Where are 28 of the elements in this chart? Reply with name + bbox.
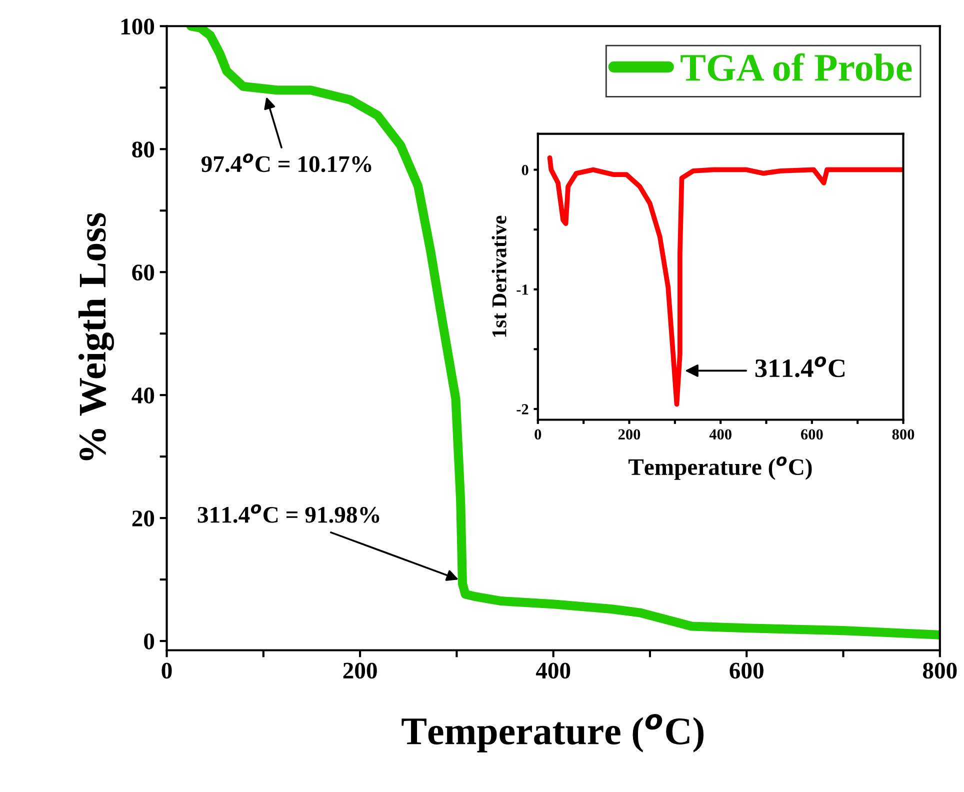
annotation: 311.4$^{o}$C = 91.98% xyxy=(198,504,380,523)
y-tick-label: 100 xyxy=(121,18,154,35)
x-axis-title: Temperature ($^{o}$C) xyxy=(628,456,812,480)
x-tick-label: 400 xyxy=(709,429,732,440)
legend-label: TGA of Probe xyxy=(680,53,912,81)
x-tick-label: 600 xyxy=(730,662,764,679)
x-tick-label: 400 xyxy=(536,662,570,679)
x-tick-label: 200 xyxy=(343,662,377,679)
y-tick-label: 80 xyxy=(132,142,154,158)
x-tick-label: 800 xyxy=(922,662,957,679)
x-tick-label: 800 xyxy=(892,429,914,440)
annotation: 311.4$^{o}$C xyxy=(755,356,844,378)
y-axis-title: % Weigth Loss xyxy=(78,213,114,460)
x-tick-label: 0 xyxy=(534,429,542,440)
line-series xyxy=(547,155,904,407)
x-tick-label: 600 xyxy=(800,429,823,440)
y-tick-label: -2 xyxy=(516,404,528,414)
y-tick-label: 0 xyxy=(144,634,154,650)
annotation: 97.4$^{o}$C = 10.17% xyxy=(201,154,372,172)
y-tick-label: 60 xyxy=(132,264,154,281)
y-tick-label: -1 xyxy=(516,284,528,295)
x-tick-label: 200 xyxy=(618,429,640,440)
y-axis-title: 1st Derivative xyxy=(492,216,506,337)
y-tick-label: 40 xyxy=(132,388,154,404)
x-tick-label: 0 xyxy=(162,662,172,679)
y-tick-label: 20 xyxy=(132,510,154,526)
x-axis-title: Temperature ($^{o}$C) xyxy=(402,714,704,752)
y-tick-label: 0 xyxy=(522,164,528,176)
